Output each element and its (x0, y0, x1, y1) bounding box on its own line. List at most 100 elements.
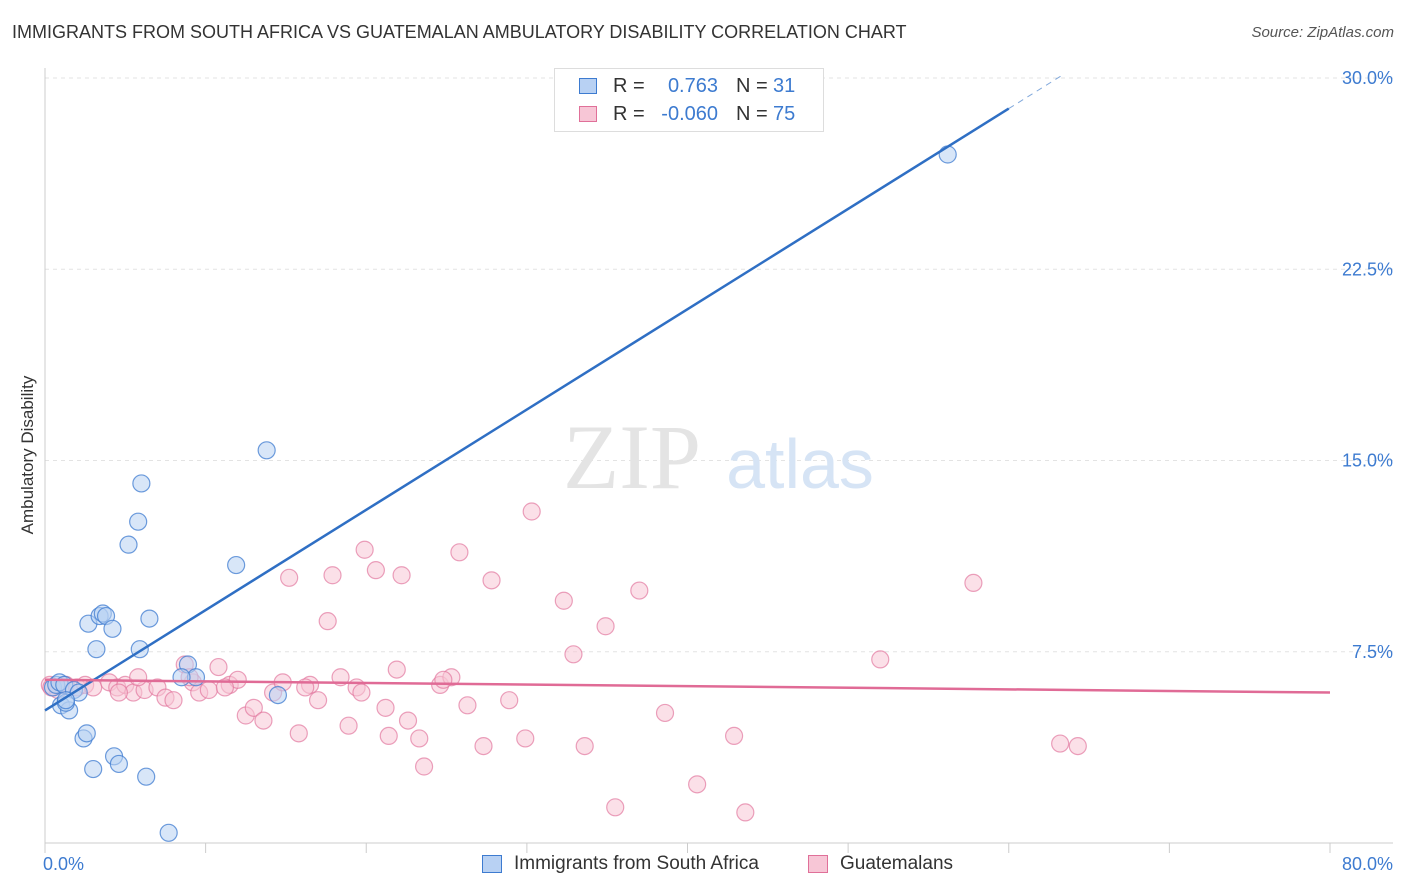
guatemalans-point (474, 736, 493, 756)
guatemalans-point (688, 775, 707, 794)
guatemalans-point (564, 645, 583, 664)
south-africa-trend-extension (1008, 75, 1063, 110)
n-label: N = (736, 103, 768, 125)
legend-label: Guatemalans (840, 853, 954, 874)
guatemalans-point (434, 670, 453, 689)
guatemalans-point (522, 502, 541, 521)
guatemalans-point (244, 698, 263, 717)
guatemalans-point (871, 650, 890, 669)
n-label: N = (736, 75, 768, 97)
south-africa-point (268, 685, 288, 705)
guatemalans-point (355, 540, 374, 559)
guatemalans-point (109, 683, 128, 702)
guatemalans-point (482, 571, 501, 590)
guatemalans-point (500, 691, 519, 710)
south-africa-point (77, 724, 96, 743)
r-value: 0.763 (667, 75, 718, 97)
y-tick-label: 15.0% (1342, 451, 1393, 471)
y-tick-label: 30.0% (1342, 68, 1393, 88)
guatemalans-point (215, 678, 234, 697)
guatemalans-point (209, 657, 228, 677)
guatemalans-point (280, 568, 299, 587)
guatemalans-point (323, 566, 342, 585)
guatemalans-point (398, 711, 418, 730)
south-africa-point (159, 823, 178, 842)
guatemalans-point (352, 683, 371, 702)
guatemalans-point (387, 660, 406, 679)
legend-swatch-blue (482, 855, 502, 873)
watermark: ZIP atlas (563, 406, 874, 508)
guatemalans-point (164, 691, 183, 710)
guatemalans-point (655, 703, 675, 723)
grid-lines (45, 77, 1393, 653)
south-africa-point (84, 759, 103, 779)
guatemalans-point (724, 726, 744, 746)
y-tick-labels: 7.5% 15.0% 22.5% 30.0% (1342, 68, 1393, 662)
chart-source: Source: ZipAtlas.com (1251, 24, 1394, 41)
south-africa-points (43, 145, 957, 842)
r-label: R = (613, 75, 645, 97)
legend: Immigrants from South Africa Guatemalans (0, 850, 1406, 880)
chart-title: IMMIGRANTS FROM SOUTH AFRICA VS GUATEMAL… (12, 22, 907, 42)
guatemalans-point (596, 617, 615, 636)
x-tick-labels: 0.0% 80.0% (43, 854, 1393, 874)
x-tick-label: 80.0% (1342, 854, 1393, 874)
south-africa-point (103, 619, 122, 638)
legend-label: Immigrants from South Africa (514, 853, 759, 874)
guatemalans-point (379, 726, 398, 746)
guatemalans-point (376, 698, 395, 717)
guatemalans-point (366, 561, 385, 580)
south-africa-point (109, 754, 128, 774)
axes (44, 68, 1393, 853)
south-africa-point (140, 609, 159, 628)
guatemalans-points (40, 502, 1087, 822)
stats-box: R = 0.763 N = 31 R = -0.060 N = 75 (554, 68, 824, 132)
r-value: -0.060 (661, 103, 718, 125)
south-africa-point (938, 145, 957, 164)
guatemalans-point (392, 566, 411, 585)
trend-lines (44, 75, 1331, 712)
guatemalans-point (575, 736, 594, 756)
south-africa-point (129, 512, 148, 531)
x-tick-label: 0.0% (43, 854, 84, 874)
guatemalans-point (414, 757, 434, 776)
guatemalans-point (1051, 734, 1070, 753)
south-africa-point (132, 474, 151, 493)
y-tick-label: 7.5% (1352, 642, 1393, 662)
guatemalans-point (308, 691, 328, 710)
guatemalans-point (516, 729, 535, 748)
guatemalans-point (606, 798, 625, 817)
guatemalans-point (736, 803, 755, 822)
watermark-zip: ZIP (563, 406, 701, 508)
south-africa-point (87, 640, 106, 659)
guatemalans-point (289, 724, 308, 743)
guatemalans-point (964, 573, 983, 593)
r-label: R = (613, 103, 645, 125)
n-value: 31 (773, 75, 796, 97)
guatemalans-point (410, 729, 429, 748)
guatemalans-point (318, 612, 337, 631)
south-africa-point (257, 441, 276, 460)
south-africa-point (119, 535, 138, 554)
guatemalans-point (129, 668, 148, 687)
guatemalans-point (458, 696, 477, 715)
guatemalans-trend-line (44, 678, 1331, 694)
guatemalans-point (339, 716, 358, 735)
south-africa-point (227, 555, 246, 575)
guatemalans-point (254, 711, 273, 730)
guatemalans-point (1068, 736, 1087, 756)
watermark-atlas: atlas (726, 425, 874, 503)
south-africa-point (137, 767, 156, 786)
guatemalans-point (450, 543, 469, 562)
guatemalans-point (199, 680, 218, 700)
south-africa-trend-line (44, 107, 1010, 712)
n-value: 75 (773, 103, 796, 125)
guatemalans-swatch (579, 106, 597, 122)
guatemalans-point (630, 581, 649, 600)
y-tick-label: 22.5% (1342, 259, 1393, 279)
guatemalans-point (554, 591, 573, 610)
south-africa-point (172, 668, 191, 687)
legend-swatch-pink (808, 855, 828, 873)
south-africa-swatch (579, 78, 597, 94)
